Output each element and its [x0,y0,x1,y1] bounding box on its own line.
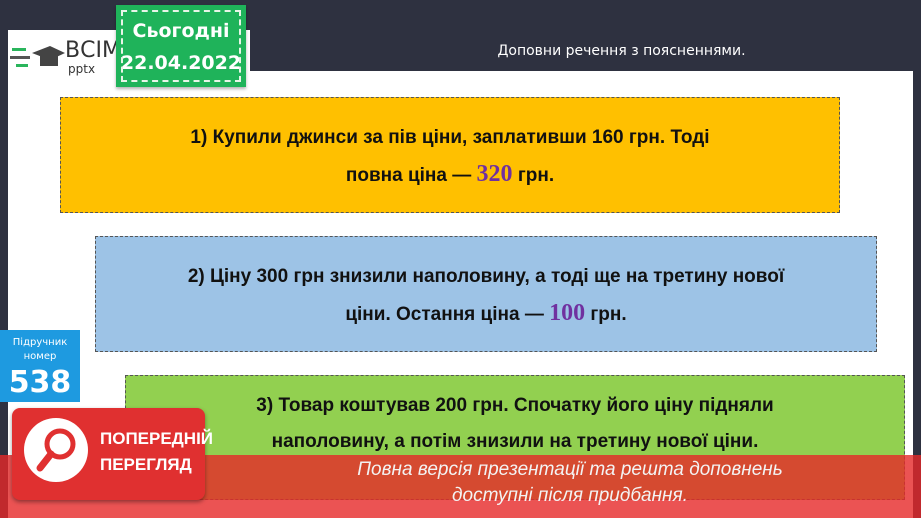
answer: 100 [549,300,586,326]
slide-title: Доповни речення з поясненнями. [250,30,913,71]
date-tab: Сьогодні 22.04.2022 [116,5,246,87]
task-1: 1) Купили джинси за пів ціни, заплативши… [60,97,840,213]
textbook-number-badge: Підручник номер 538 [0,330,80,402]
magnifier-icon [24,418,88,482]
preview-notice: Повна версія презентації та решта доповн… [357,459,783,506]
logo: ВСІМ pptx [10,38,121,78]
task-2: 2) Ціну 300 грн знизили наполовину, а то… [95,236,877,352]
answer: 320 [476,161,513,187]
graduation-cap-icon [10,46,65,67]
preview-badge: ПОПЕРЕДНІЙ ПЕРЕГЛЯД [12,408,213,500]
